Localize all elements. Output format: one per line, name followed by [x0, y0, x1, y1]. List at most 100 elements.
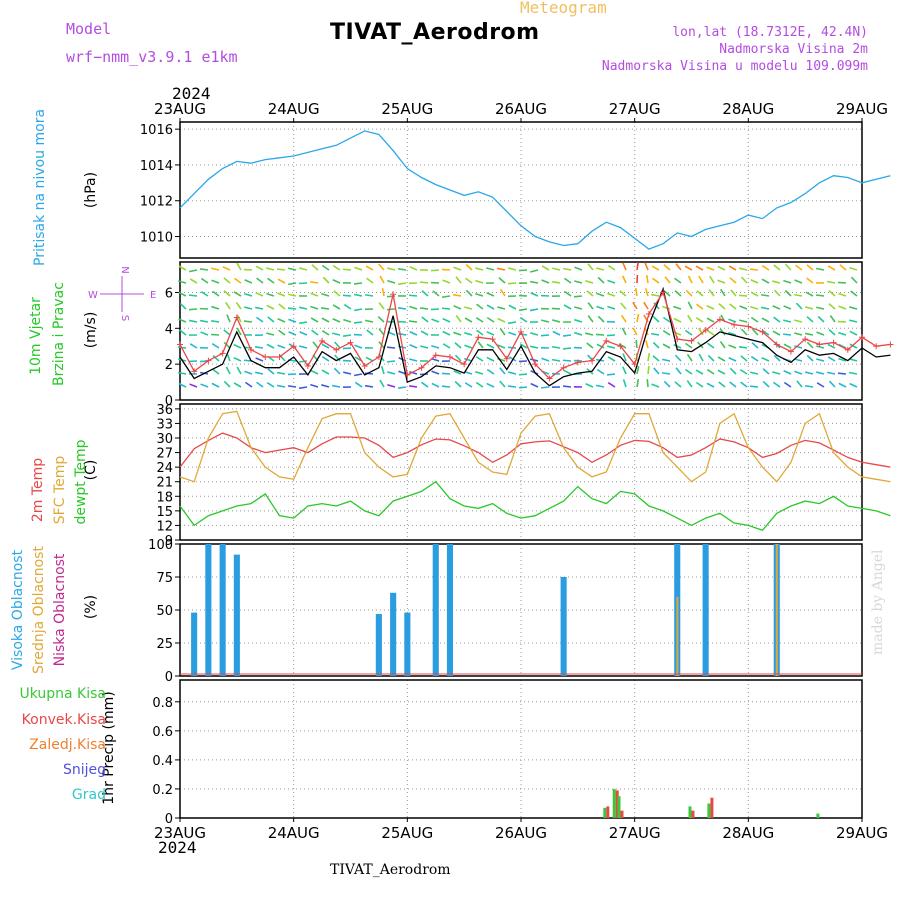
gust-marker	[461, 361, 468, 368]
precip-total-bar	[707, 803, 711, 818]
wind-arrow	[606, 334, 616, 337]
wind-arrow	[783, 319, 792, 323]
wind-arrow	[222, 265, 231, 271]
wind-arrow	[508, 331, 517, 336]
wind-arrow	[266, 292, 275, 297]
wind-arrow	[562, 267, 572, 271]
wind-arrow	[729, 367, 737, 375]
wind-arrow	[762, 368, 770, 375]
wind-arrow	[772, 305, 781, 310]
wind-arrow	[408, 294, 418, 297]
wind-arrow	[200, 331, 209, 336]
wind-arrow	[441, 385, 451, 388]
wind-arrow	[378, 328, 385, 336]
cloud-bar-0	[191, 612, 198, 676]
y-tick-label: 25	[156, 637, 173, 652]
wind-arrow	[651, 383, 660, 388]
wind-arrow	[244, 292, 253, 297]
wind-arrow	[177, 371, 187, 375]
precip-total-bar	[688, 806, 692, 818]
wind-arrow	[486, 368, 495, 375]
wind-arrow	[486, 316, 495, 323]
wind-arrow	[508, 304, 517, 310]
wind-arrow	[828, 290, 836, 297]
wind-arrow	[266, 343, 275, 349]
wind-arrow	[321, 329, 330, 336]
wind-arrow	[530, 292, 539, 297]
wind-arrow	[849, 319, 858, 323]
gust-marker	[361, 362, 368, 369]
wind-arrow	[563, 304, 572, 310]
wind-arrow	[223, 341, 231, 349]
gust-marker	[674, 336, 681, 343]
wind-arrow	[673, 317, 682, 323]
wind-arrow	[499, 328, 506, 336]
wind-arrow	[342, 334, 352, 337]
wind-arrow	[596, 384, 605, 388]
wind-arrow	[200, 277, 209, 284]
y-tick-label: 9	[165, 534, 173, 549]
wind-arrow	[587, 302, 594, 310]
x-tick-label-top: 28AUG	[722, 100, 774, 118]
wind-arrow	[686, 353, 693, 362]
wind-arrow	[729, 277, 737, 284]
wind-panel: 0 2 4 6	[165, 261, 894, 409]
wind-arrow	[552, 267, 561, 271]
wind-arrow	[233, 356, 242, 362]
wind-arrow	[739, 368, 748, 375]
gust-marker	[347, 339, 354, 346]
wind-arrow	[188, 308, 198, 311]
gust-marker	[830, 339, 837, 346]
wind-arrow	[409, 331, 418, 336]
wind-arrow	[333, 290, 341, 297]
wind-arrow	[255, 292, 264, 297]
gust-marker	[390, 291, 397, 298]
y-tick-label: 12	[156, 519, 173, 534]
wind-arrow	[826, 280, 836, 284]
wind-arrow	[298, 386, 308, 390]
station-altitude: Nadmorska Visina 2m	[719, 42, 868, 57]
wind-arrow	[816, 306, 825, 310]
wind-arrow	[772, 371, 781, 375]
wind-arrow	[452, 293, 462, 297]
wind-arrow	[650, 293, 660, 297]
wind-arrow	[244, 381, 253, 388]
wind-arrow	[366, 277, 374, 284]
wind-arrow	[419, 307, 429, 310]
wind-arrow	[750, 291, 759, 297]
wind-arrow	[310, 369, 319, 375]
gust-marker	[532, 361, 539, 368]
wind-arrow	[387, 371, 396, 375]
wind-arrow	[541, 357, 550, 362]
wind-arrow	[696, 303, 704, 310]
wind-arrow	[773, 289, 781, 297]
wind-arrow	[751, 328, 759, 336]
wind-arrow	[497, 306, 506, 310]
gust-marker	[489, 336, 496, 343]
wind-arrow	[189, 343, 198, 349]
wind-arrow	[529, 280, 539, 284]
gust-marker	[603, 337, 610, 344]
pressure-panel: 1010 1012 1014 1016	[140, 121, 891, 259]
wind-arrow	[223, 329, 231, 336]
page-title: TIVAT_Aerodrom	[330, 20, 540, 45]
wind-arrow	[551, 345, 561, 349]
precip-conv-bar	[615, 790, 619, 818]
wind-arrow	[563, 369, 572, 375]
wind-arrow	[673, 305, 682, 310]
series-line-0	[179, 432, 891, 468]
wind-arrow	[784, 263, 792, 271]
wind-arrow	[698, 327, 704, 336]
wind-arrow	[332, 304, 341, 310]
wind-arrow	[674, 354, 682, 362]
wind-arrow	[574, 318, 583, 323]
wind-arrow	[430, 269, 440, 272]
wind-arrow	[740, 328, 748, 336]
gust-marker	[177, 341, 183, 348]
wind-arrow	[455, 315, 462, 323]
wind-arrow	[773, 316, 781, 323]
y-tick-label: 0.2	[152, 783, 173, 798]
wind-arrow	[266, 304, 275, 310]
gust-marker	[787, 348, 794, 355]
wind-arrow	[782, 333, 792, 336]
